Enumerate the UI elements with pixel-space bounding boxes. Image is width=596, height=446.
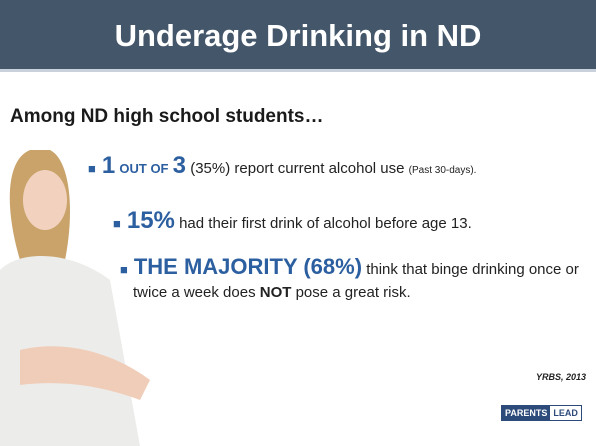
header-banner: Underage Drinking in ND <box>0 0 596 72</box>
emphasis: THE MAJORITY (68%) <box>134 254 362 279</box>
title: Underage Drinking in ND <box>0 18 596 54</box>
emphasis: 15% <box>127 207 175 234</box>
emphasis: OUT OF <box>119 161 168 176</box>
source: YRBS, 2013 <box>536 372 586 382</box>
bullet: ■1 OUT OF 3 (35%) report current alcohol… <box>88 152 476 180</box>
emphasis: NOT <box>260 284 292 301</box>
intro: Among ND high school students… <box>10 106 324 128</box>
emphasis: 3 <box>173 152 186 179</box>
logo-text: LEAD <box>550 406 581 420</box>
text: pose a great risk. <box>296 284 411 301</box>
face <box>23 170 67 230</box>
text: (35%) report current alcohol use <box>190 160 404 177</box>
text: had their first drink of alcohol before … <box>179 215 472 232</box>
slide: Underage Drinking in ND Among ND high sc… <box>0 0 596 446</box>
bullet: ■THE MAJORITY (68%) think that binge dri… <box>120 255 596 304</box>
note: (Past 30-days). <box>409 165 477 176</box>
logo-text: PARENTS <box>502 406 550 420</box>
bullet: ■15% had their first drink of alcohol be… <box>113 207 472 235</box>
emphasis: 1 <box>102 152 115 179</box>
